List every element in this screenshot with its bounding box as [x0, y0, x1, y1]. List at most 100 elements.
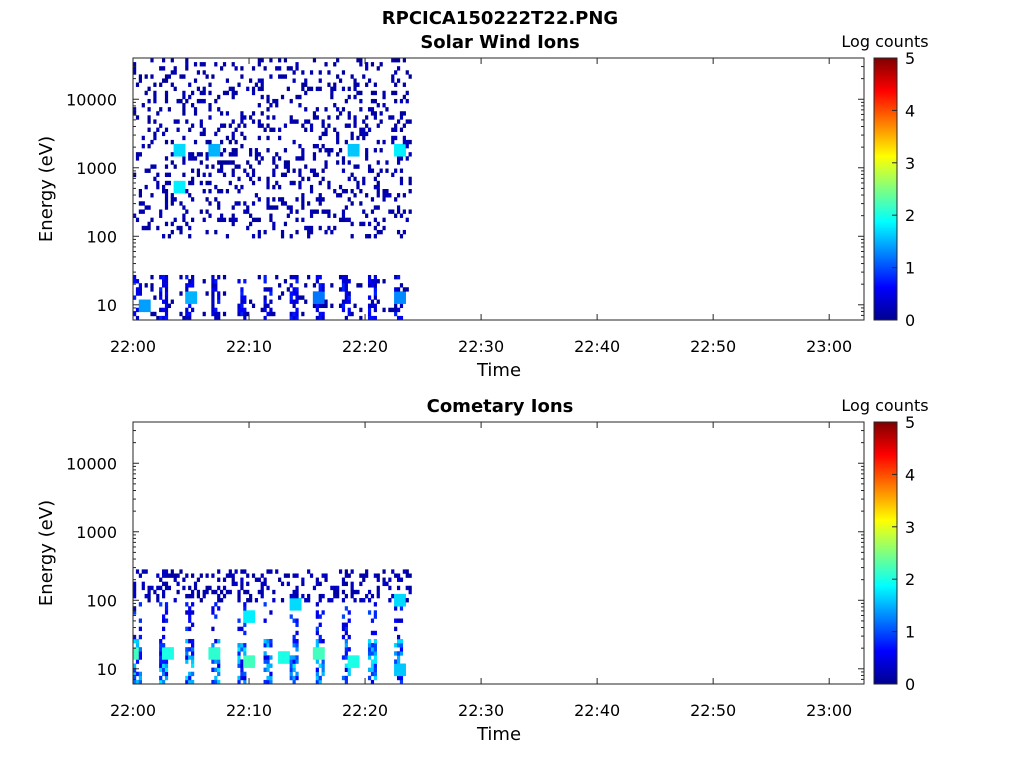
- heatmap-cell: [304, 225, 308, 231]
- heatmap-cell: [249, 164, 253, 169]
- heatmap-cell: [286, 205, 290, 210]
- heatmap-cell: [234, 139, 238, 145]
- heatmap-cell: [164, 283, 169, 288]
- heatmap-cell: [399, 152, 404, 157]
- heatmap-cell: [237, 598, 241, 603]
- heatmap-cell: [237, 593, 241, 599]
- plot-frame: [132, 421, 865, 685]
- heatmap-cell: [338, 193, 343, 198]
- heatmap-cell: [246, 581, 250, 587]
- heatmap-cell: [266, 176, 270, 182]
- heatmap-cell: [388, 193, 392, 198]
- heatmap-cell: [292, 180, 296, 186]
- heatmap-cell: [220, 66, 224, 71]
- heatmap-cell: [359, 131, 363, 137]
- heatmap-cell: [191, 651, 195, 656]
- heatmap-cell: [338, 111, 343, 116]
- heatmap-cell: [350, 659, 354, 664]
- heatmap-cell: [133, 107, 137, 112]
- heatmap-cell: [365, 82, 369, 87]
- heatmap-cell: [278, 135, 282, 141]
- heatmap-cell: [257, 229, 261, 235]
- heatmap-cell: [330, 148, 334, 153]
- heatmap-cell: [196, 577, 201, 582]
- heatmap-cell: [341, 614, 346, 619]
- heatmap-cell: [382, 139, 386, 145]
- heatmap-cell: [376, 279, 380, 284]
- heatmap-cell: [370, 651, 375, 656]
- heatmap-cell: [359, 90, 363, 96]
- heatmap-cell: [243, 311, 247, 317]
- heatmap-cell: [373, 225, 377, 231]
- heatmap-cell: [234, 152, 238, 157]
- heatmap-cell: [373, 651, 377, 656]
- heatmap-cell: [356, 184, 360, 190]
- heatmap-cell: [362, 221, 366, 227]
- heatmap-cell: [167, 172, 172, 178]
- heatmap-cell: [266, 659, 270, 664]
- heatmap-cell: [170, 152, 174, 157]
- x-tick-label: 22:00: [110, 337, 156, 356]
- heatmap-cell: [315, 671, 319, 677]
- heatmap-cell: [396, 156, 401, 161]
- heatmap-cell: [246, 663, 250, 668]
- heatmap-cell: [237, 643, 241, 648]
- heatmap-cell: [141, 225, 145, 231]
- x-axis: 22:00 22:10 22:20 22:30 22:40 22:50 23:00: [110, 422, 852, 720]
- heatmap-cell: [402, 295, 406, 300]
- heatmap-cell: [191, 176, 195, 182]
- heatmap-cell: [373, 667, 377, 673]
- heatmap-cell: [228, 86, 232, 92]
- heatmap-cell: [283, 655, 288, 660]
- heatmap-cell: [135, 671, 140, 677]
- heatmap-cell: [266, 115, 270, 120]
- heatmap-cell: [159, 209, 163, 214]
- heatmap-cell: [373, 643, 377, 648]
- heatmap-cell: [333, 589, 337, 595]
- heatmap-cell: [266, 123, 270, 128]
- heatmap-cell: [257, 160, 261, 165]
- heatmap-cell: [341, 70, 346, 75]
- heatmap-cell: [269, 610, 273, 615]
- heatmap-cell: [376, 221, 380, 227]
- heatmap-cell: [394, 143, 398, 149]
- heatmap-cell: [341, 581, 346, 587]
- heatmap-cell: [257, 176, 261, 182]
- heatmap-cell: [278, 577, 282, 582]
- heatmap-cell: [205, 291, 209, 296]
- heatmap-cell: [176, 98, 180, 104]
- heatmap-cell: [295, 598, 299, 603]
- heatmap-cell: [408, 189, 412, 194]
- colorbar-gradient: [873, 57, 898, 321]
- heatmap-cell: [225, 78, 230, 83]
- heatmap-cell: [246, 655, 250, 660]
- heatmap-cell: [370, 647, 375, 652]
- heatmap-cell: [301, 201, 305, 206]
- heatmap-cell: [159, 647, 163, 652]
- heatmap-cell: [341, 655, 346, 660]
- heatmap-cell: [396, 675, 401, 681]
- heatmap-cell: [217, 201, 221, 206]
- heatmap-cell: [164, 197, 169, 202]
- heatmap-cell: [263, 602, 267, 607]
- heatmap-cell: [289, 66, 293, 71]
- heatmap-cell: [382, 307, 386, 313]
- heatmap-cell: [275, 152, 279, 157]
- heatmap-cell: [307, 593, 311, 599]
- heatmap-cell: [338, 303, 343, 309]
- heatmap-cell: [188, 315, 192, 321]
- heatmap-cell: [133, 585, 137, 591]
- heatmap-cell: [231, 148, 235, 153]
- heatmap-cell: [278, 655, 282, 660]
- heatmap-cell: [347, 311, 351, 317]
- heatmap-cell: [388, 577, 392, 582]
- heatmap-cell: [408, 585, 412, 591]
- heatmap-cell: [318, 311, 322, 317]
- heatmap-cell: [266, 94, 270, 100]
- heatmap-cell: [324, 209, 328, 214]
- heatmap-cell: [301, 577, 305, 582]
- heatmap-cell: [243, 671, 247, 677]
- heatmap-cell: [399, 234, 404, 239]
- heatmap-cell: [182, 156, 186, 161]
- heatmap-cell: [367, 638, 372, 644]
